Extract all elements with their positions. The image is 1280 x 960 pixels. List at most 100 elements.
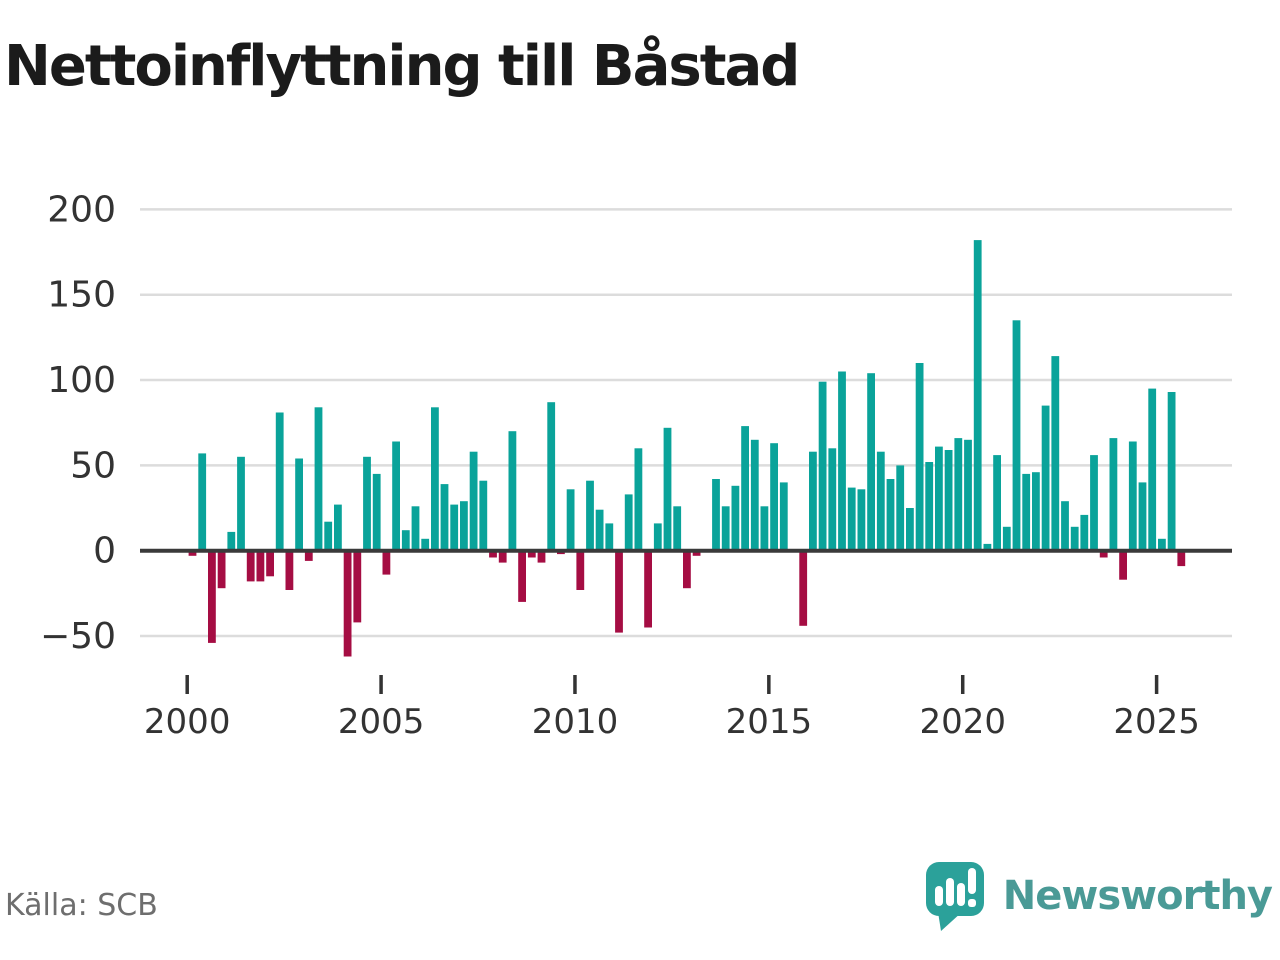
chart-title: Nettoinflyttning till Båstad <box>4 34 800 99</box>
bar-2007-q1 <box>460 501 468 551</box>
x-tick-label-2005: 2005 <box>338 702 425 742</box>
bar-2018-q3 <box>906 508 914 551</box>
bar-2007-q2 <box>469 451 478 551</box>
bar-2007-q3 <box>479 480 488 551</box>
bars <box>188 240 1186 657</box>
bar-2020-q1 <box>964 439 972 551</box>
bar-2000-q1 <box>188 550 197 556</box>
bar-2024-q1 <box>1119 550 1127 580</box>
bar-2002-q4 <box>295 458 303 551</box>
bar-2010-q4 <box>605 523 614 551</box>
y-tick-label-50: 50 <box>70 445 116 486</box>
bar-2017-q4 <box>876 451 885 551</box>
bar-2004-q1 <box>343 550 352 657</box>
y-tick-label-0: 0 <box>93 531 116 572</box>
bar-2020-q2 <box>973 240 982 551</box>
bar-2024-q3 <box>1138 482 1147 551</box>
bar-2005-q4 <box>411 506 420 551</box>
bar-2014-q1 <box>731 485 740 551</box>
bar-2016-q4 <box>838 371 846 551</box>
bar-2016-q3 <box>828 448 837 551</box>
x-tick-label-2025: 2025 <box>1113 702 1200 742</box>
bar-2008-q2 <box>508 431 517 551</box>
bar-2008-q3 <box>518 550 526 602</box>
bar-2007-q4 <box>489 550 497 558</box>
bar-2024-q2 <box>1128 441 1137 551</box>
x-axis-labels: 2000 2005 2010 2015 2020 2025 <box>144 702 1200 742</box>
bar-2009-q4 <box>566 489 575 551</box>
bar-2014-q4 <box>760 506 769 551</box>
bar-2011-q4 <box>644 550 652 628</box>
bar-2012-q1 <box>653 523 662 551</box>
bar-2006-q2 <box>431 407 439 551</box>
bar-2006-q1 <box>421 538 430 551</box>
bar-2014-q3 <box>750 439 759 551</box>
bar-2004-q3 <box>363 456 371 551</box>
bar-2002-q2 <box>275 412 284 551</box>
y-tick-label-150: 150 <box>47 275 116 316</box>
bar-2015-q1 <box>770 443 778 551</box>
bar-2001-q1 <box>227 531 236 551</box>
x-tick-label-2015: 2015 <box>726 702 813 742</box>
bar-2003-q4 <box>334 504 342 551</box>
bar-2002-q3 <box>285 550 294 590</box>
bar-2021-q2 <box>1012 320 1021 551</box>
bar-2004-q4 <box>372 473 381 551</box>
bar-2005-q2 <box>392 441 400 551</box>
bar-2023-q3 <box>1099 550 1108 558</box>
bar-2016-q1 <box>809 451 817 551</box>
x-tick-label-2020: 2020 <box>919 702 1006 742</box>
bar-2014-q2 <box>741 426 749 551</box>
bar-2012-q3 <box>673 506 682 551</box>
logo-bar-1 <box>934 886 943 906</box>
y-tick-label-200: 200 <box>47 189 116 230</box>
bar-2021-q4 <box>1032 472 1040 551</box>
bar-2010-q1 <box>576 550 585 590</box>
bar-2017-q1 <box>847 487 856 551</box>
y-tick-label--50: −50 <box>40 616 116 657</box>
bar-2012-q4 <box>683 550 691 589</box>
bar-2013-q1 <box>692 550 701 556</box>
bar-2004-q2 <box>353 550 362 623</box>
bar-2022-q1 <box>1041 405 1050 551</box>
bar-2009-q2 <box>547 402 556 551</box>
bar-2001-q4 <box>256 550 265 582</box>
bar-2008-q1 <box>498 550 507 563</box>
bar-2017-q2 <box>857 489 866 551</box>
bar-2010-q3 <box>595 509 604 551</box>
bar-2018-q2 <box>896 465 905 551</box>
bar-2002-q1 <box>266 550 274 577</box>
bar-2022-q3 <box>1061 501 1069 551</box>
bar-2010-q2 <box>586 480 594 551</box>
bar-2011-q1 <box>615 550 623 633</box>
y-axis-labels: 200 150 100 50 0 −50 <box>40 189 116 657</box>
source-note: Källa: SCB <box>5 888 158 923</box>
bar-2016-q2 <box>818 381 827 551</box>
bar-2019-q3 <box>944 450 953 551</box>
logo-exclamation-bar <box>967 868 976 894</box>
brand-logo: Newsworthy <box>925 860 1273 932</box>
bar-2003-q2 <box>314 407 323 551</box>
x-tick-label-2000: 2000 <box>144 702 231 742</box>
logo-exclamation-dot <box>967 899 976 907</box>
bar-2020-q4 <box>993 455 1001 551</box>
bar-2005-q3 <box>401 530 410 551</box>
bar-2023-q1 <box>1080 514 1089 551</box>
bar-2013-q4 <box>721 506 730 551</box>
bar-2024-q4 <box>1148 388 1157 551</box>
bar-2000-q2 <box>198 453 207 551</box>
bar-2025-q3 <box>1177 550 1186 567</box>
y-tick-label-100: 100 <box>47 360 116 401</box>
bar-2015-q4 <box>799 550 808 626</box>
bar-2020-q3 <box>983 543 992 551</box>
bar-2003-q1 <box>304 550 313 561</box>
bar-2025-q2 <box>1167 392 1176 551</box>
bar-2006-q4 <box>450 504 459 551</box>
bar-2001-q3 <box>246 550 255 582</box>
bar-2019-q4 <box>954 438 963 551</box>
x-tick-label-2010: 2010 <box>532 702 619 742</box>
bar-2013-q3 <box>712 479 720 551</box>
x-axis-ticks <box>185 675 1159 694</box>
bar-2022-q2 <box>1051 356 1060 551</box>
